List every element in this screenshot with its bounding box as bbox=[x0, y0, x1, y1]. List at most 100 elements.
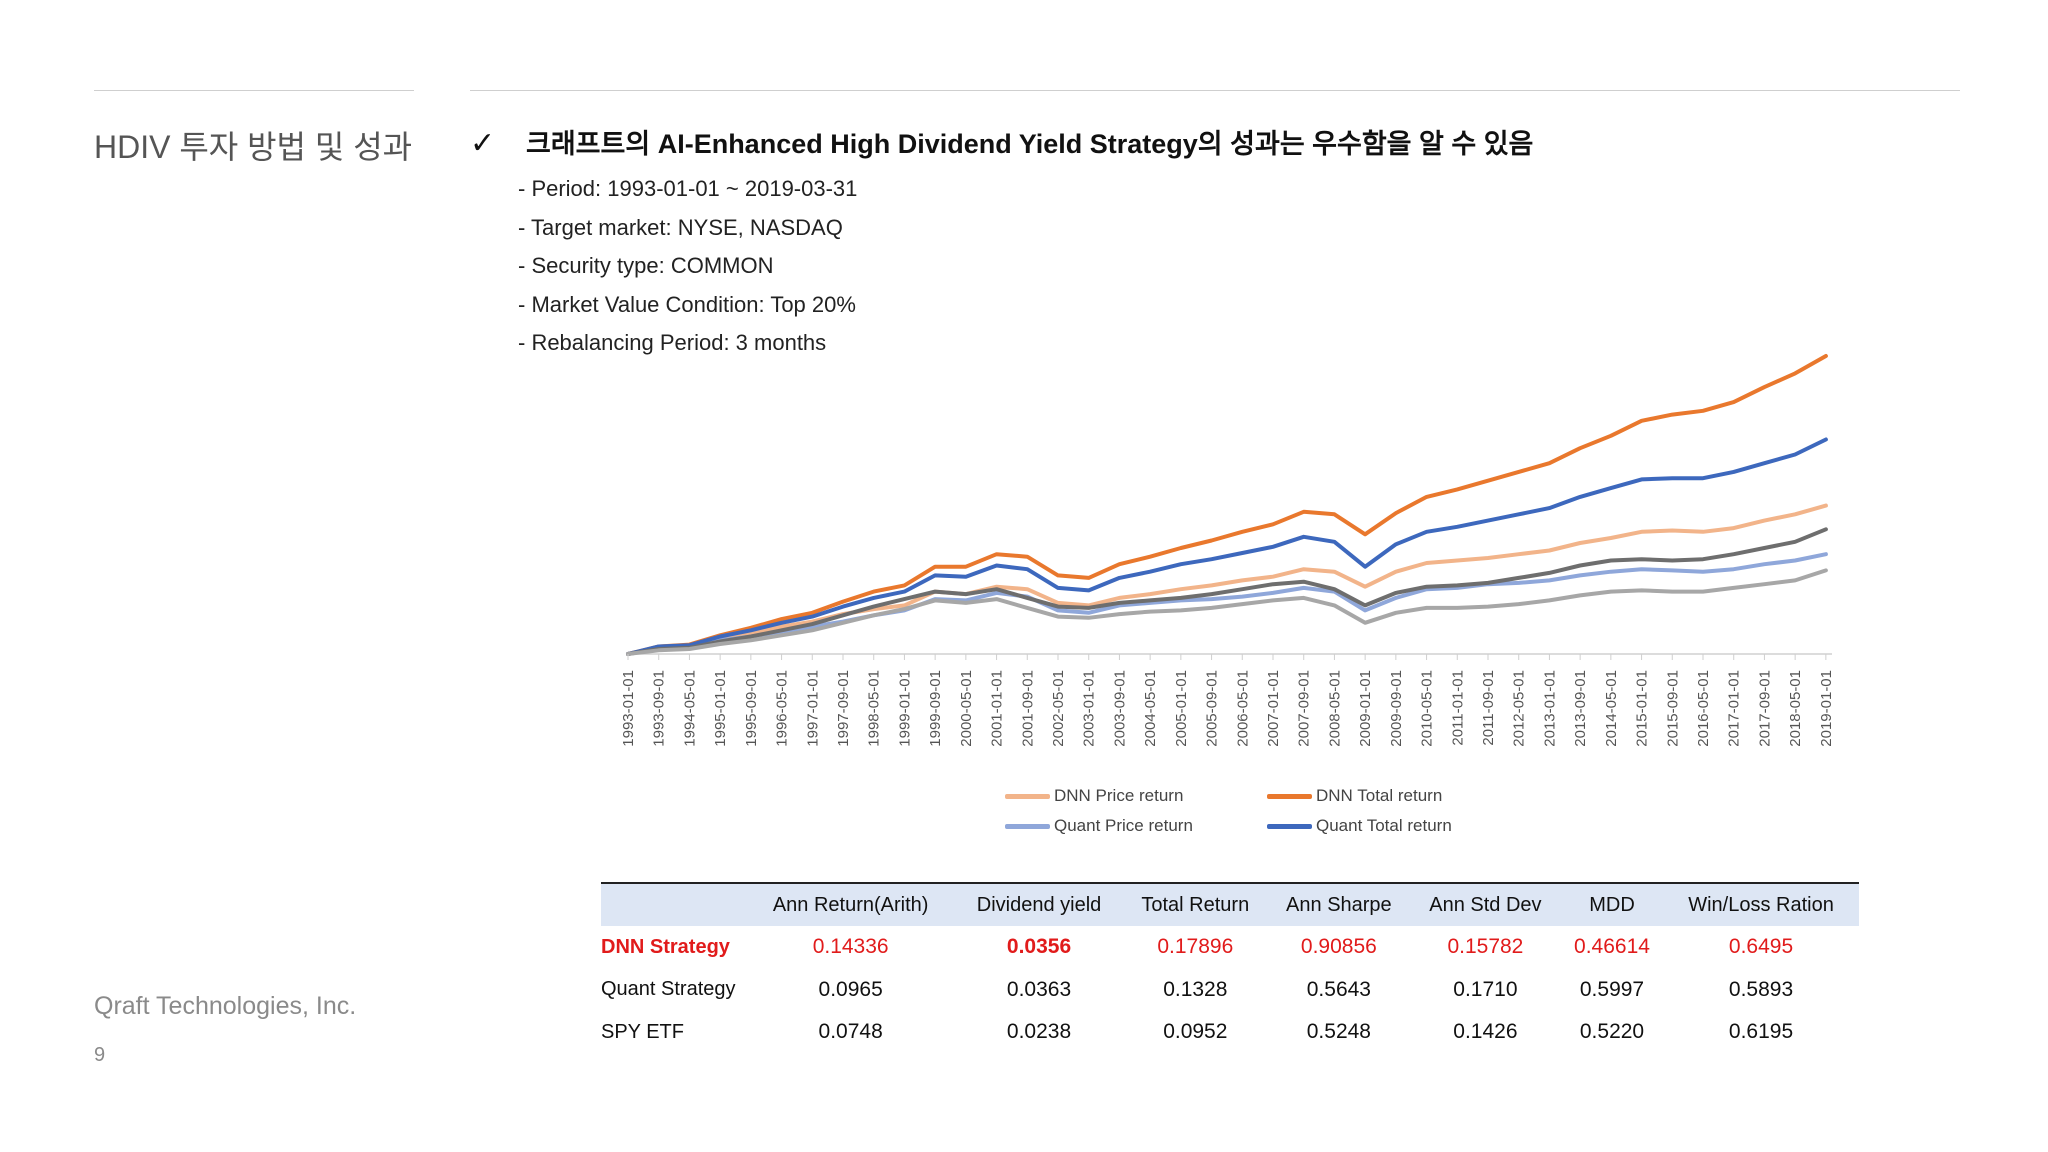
x-tick-label: 2013-01-01 bbox=[1541, 670, 1558, 747]
legend-swatch bbox=[1005, 823, 1050, 829]
table-header-ann-std-dev: Ann Std Dev bbox=[1429, 893, 1542, 916]
sidebar-rule bbox=[94, 90, 414, 91]
x-tick-label: 2013-09-01 bbox=[1572, 670, 1589, 747]
x-tick-label: 2011-01-01 bbox=[1449, 670, 1466, 746]
x-tick-label: 1999-09-01 bbox=[927, 670, 944, 747]
x-tick-label: 2017-09-01 bbox=[1756, 670, 1773, 747]
row-label: SPY ETF bbox=[601, 1020, 684, 1043]
table-cell: 0.5997 bbox=[1579, 977, 1645, 1001]
cumulative-return-chart: 1993-01-01 1993-09-01 1994-05-01 1995-01-01… bbox=[620, 354, 1835, 747]
legend-item-dnn-price: DNN Price return bbox=[1005, 786, 1183, 806]
x-tick-label: 2008-05-01 bbox=[1326, 670, 1343, 747]
table-row-spy-etf: SPY ETF 0.0748 0.0238 0.0952 0.5248 0.14… bbox=[601, 1011, 1859, 1054]
table-cell: 0.5248 bbox=[1306, 1020, 1371, 1044]
x-tick-label: 2006-05-01 bbox=[1234, 670, 1251, 747]
legend-label: Quant Price return bbox=[1054, 816, 1193, 835]
x-tick-label: 1997-09-01 bbox=[835, 670, 852, 747]
x-tick-label: 2009-09-01 bbox=[1388, 670, 1405, 747]
table-cell: 0.1426 bbox=[1453, 1020, 1518, 1044]
performance-table: Ann Return(Arith) Dividend yield Total R… bbox=[601, 882, 1859, 1054]
detail-rebalancing-period: - Rebalancing Period: 3 months bbox=[518, 330, 827, 356]
detail-market-value-condition: - Market Value Condition: Top 20% bbox=[518, 291, 856, 317]
detail-security-type: - Security type: COMMON bbox=[518, 253, 774, 279]
series-line-spy-total-return bbox=[626, 527, 1828, 656]
x-tick-label: 1993-01-01 bbox=[620, 670, 637, 747]
table-cell: 0.15782 bbox=[1447, 935, 1524, 959]
table-header-row: Ann Return(Arith) Dividend yield Total R… bbox=[601, 883, 1859, 926]
x-tick-label: 2010-05-01 bbox=[1419, 670, 1436, 747]
x-tick-label: 2005-09-01 bbox=[1204, 670, 1221, 747]
x-tick-label: 2012-05-01 bbox=[1511, 670, 1528, 747]
table-cell: 0.14336 bbox=[812, 935, 889, 959]
table-cell: 0.1328 bbox=[1163, 977, 1228, 1001]
series-line-quant-total-return bbox=[626, 437, 1828, 656]
x-tick-label: 1997-01-01 bbox=[804, 670, 821, 747]
row-label: DNN Strategy bbox=[601, 935, 730, 958]
company-name: Qraft Technologies, Inc. bbox=[94, 992, 357, 1020]
table-header-empty bbox=[601, 883, 746, 926]
x-tick-label: 2003-01-01 bbox=[1081, 670, 1098, 747]
table-cell: 0.5220 bbox=[1579, 1020, 1645, 1044]
page-number: 9 bbox=[94, 1044, 106, 1066]
x-tick-label: 2009-01-01 bbox=[1357, 670, 1374, 747]
x-tick-label: 2015-01-01 bbox=[1634, 670, 1651, 747]
table-cell: 0.0748 bbox=[818, 1020, 883, 1044]
x-tick-label: 2003-09-01 bbox=[1111, 670, 1128, 747]
x-tick-label: 1998-05-01 bbox=[866, 670, 883, 747]
legend-item-quant-price: Quant Price return bbox=[1005, 816, 1193, 836]
x-tick-label: 2004-05-01 bbox=[1142, 670, 1159, 747]
series-line-quant-price-return bbox=[626, 552, 1828, 656]
content-rule bbox=[470, 90, 1960, 91]
legend-label: DNN Total return bbox=[1316, 786, 1443, 805]
table-header-win-loss: Win/Loss Ration bbox=[1688, 893, 1834, 916]
x-tick-label: 2002-05-01 bbox=[1050, 670, 1067, 747]
checkmark-icon: ✓ bbox=[470, 127, 496, 160]
table-header-total-return: Total Return bbox=[1141, 893, 1250, 916]
x-tick-label: 2014-05-01 bbox=[1603, 670, 1620, 747]
table-cell: 0.5643 bbox=[1306, 977, 1371, 1001]
table-cell: 0.0363 bbox=[1006, 977, 1072, 1001]
table-cell: 0.0952 bbox=[1163, 1020, 1228, 1044]
strategy-details-list: - Period: 1993-01-01 ~ 2019-03-31 - Targ… bbox=[518, 170, 857, 363]
x-tick-label: 1993-09-01 bbox=[651, 670, 668, 747]
legend-item-quant-total: Quant Total return bbox=[1267, 816, 1452, 836]
series-line-dnn-total-return bbox=[626, 354, 1828, 656]
table-cell: 0.6195 bbox=[1728, 1020, 1794, 1044]
x-tick-label: 1996-05-01 bbox=[774, 670, 791, 747]
headline-text: 크래프트의 AI-Enhanced High Dividend Yield St… bbox=[526, 129, 1534, 159]
table-header-ann-sharpe: Ann Sharpe bbox=[1286, 893, 1392, 916]
x-tick-label: 1999-01-01 bbox=[896, 670, 913, 747]
section-title: HDIV 투자 방법 및 성과 bbox=[94, 129, 413, 165]
detail-target-market: - Target market: NYSE, NASDAQ bbox=[518, 214, 843, 240]
headline: ✓ 크래프트의 AI-Enhanced High Dividend Yield S… bbox=[470, 122, 1533, 161]
legend-label: DNN Price return bbox=[1054, 786, 1184, 805]
x-tick-label: 1995-01-01 bbox=[712, 670, 729, 747]
table-header-ann-return: Ann Return(Arith) bbox=[772, 893, 929, 916]
legend-swatch bbox=[1267, 793, 1312, 799]
table-cell: 0.1710 bbox=[1453, 977, 1518, 1001]
x-tick-label: 1994-05-01 bbox=[681, 670, 698, 747]
table-header-dividend-yield: Dividend yield bbox=[976, 893, 1102, 916]
table-cell: 0.0356 bbox=[1006, 935, 1072, 959]
table-cell: 0.46614 bbox=[1574, 935, 1650, 959]
table-row-quant-strategy: Quant Strategy 0.0965 0.0363 0.1328 0.56… bbox=[601, 969, 1859, 1012]
table-cell: 0.0965 bbox=[818, 977, 883, 1001]
table-row-dnn-strategy: DNN Strategy 0.14336 0.0356 0.17896 0.90… bbox=[601, 926, 1859, 969]
legend-label: Quant Total return bbox=[1316, 816, 1452, 835]
x-tick-label: 2001-09-01 bbox=[1019, 670, 1036, 747]
table-cell: 0.5893 bbox=[1728, 977, 1794, 1001]
table-header-mdd: MDD bbox=[1589, 893, 1635, 916]
row-label: Quant Strategy bbox=[601, 978, 736, 1001]
table-cell: 0.17896 bbox=[1157, 935, 1234, 959]
table-cell: 0.90856 bbox=[1300, 935, 1377, 959]
x-tick-label: 2000-05-01 bbox=[958, 670, 975, 747]
legend-swatch bbox=[1267, 823, 1312, 829]
x-tick-label: 2005-01-01 bbox=[1173, 670, 1190, 747]
x-tick-label: 2017-01-01 bbox=[1726, 670, 1743, 747]
x-tick-label: 2019-01-01 bbox=[1818, 670, 1835, 747]
x-tick-label: 2018-05-01 bbox=[1787, 670, 1804, 747]
series-line-spy-price-return bbox=[626, 568, 1828, 656]
x-tick-label: 2007-01-01 bbox=[1265, 670, 1282, 747]
detail-period: - Period: 1993-01-01 ~ 2019-03-31 bbox=[518, 176, 858, 201]
x-tick-label: 2016-05-01 bbox=[1695, 670, 1712, 747]
